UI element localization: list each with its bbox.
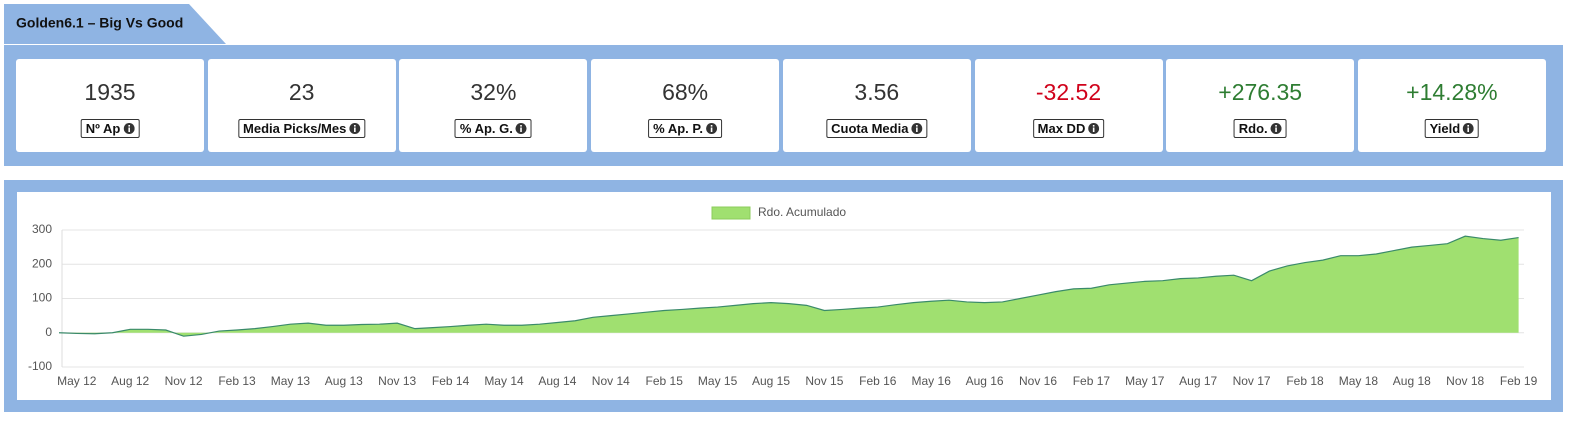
stat-label-text: Cuota Media [831,121,909,136]
stat-value: -32.52 [1035,79,1102,105]
info-icon [911,123,923,134]
x-tick-label: Nov 15 [805,374,843,388]
stat-value: 23 [288,79,315,105]
info-bar [916,127,918,132]
line [58,235,1519,337]
info-bar [520,127,523,132]
stat-card: -32.52 Max DD [974,59,1163,152]
stat-card: 1935 Nº Ap [16,59,204,152]
stat-label-text: Yield [1429,121,1461,136]
stat-value: 32% [470,79,517,105]
x-tick-label: Nov 18 [1446,374,1484,388]
legend-label: Rdo. Acumulado [758,205,846,219]
x-tick-label: Nov 14 [592,374,630,388]
info-dot [1467,125,1470,127]
x-tick-label: May 12 [57,374,97,388]
info-dot [916,125,918,127]
y-tick-label: 200 [32,256,52,270]
stat-label-text: % Ap. P. [653,121,704,136]
x-tick-label: Nov 12 [165,374,203,388]
x-tick-label: May 15 [698,374,738,388]
stat-value: +276.35 [1218,79,1303,105]
info-bar [354,127,356,132]
stat-label-text: Nº Ap [85,121,121,136]
stat-label-text: Max DD [1037,121,1086,136]
info-bar [1467,127,1470,132]
info-icon [1463,123,1475,134]
stat-label: Rdo. [1233,119,1287,138]
x-tick-label: Feb 14 [432,374,470,388]
stat-card: 23 Media Picks/Mes [207,59,396,152]
info-bar [1093,127,1095,132]
x-tick-label: Aug 17 [1179,374,1217,388]
stat-label: Max DD [1032,119,1105,138]
stat-label: % Ap. G. [454,119,532,138]
x-tick-label: Aug 12 [111,374,149,388]
stat-card: +276.35 Rdo. [1166,59,1355,152]
stat-label: Media Picks/Mes [238,119,366,138]
x-tick-label: Aug 16 [966,374,1004,388]
info-icon [1088,123,1100,134]
info-icon [706,123,718,134]
x-tick-label: Feb 15 [646,374,684,388]
x-tick-label: Feb 19 [1500,374,1538,388]
x-tick-label: Aug 14 [538,374,576,388]
y-tick-label: 300 [32,222,52,236]
info-dot [1093,125,1095,127]
stat-card: +14.28% Yield [1357,59,1546,152]
x-tick-label: Feb 17 [1073,374,1111,388]
legend-swatch [711,206,751,220]
info-dot [128,125,130,127]
tab-shape [4,4,226,44]
x-tick-label: Nov 13 [378,374,416,388]
info-icon [349,123,361,134]
x-tick-label: May 13 [271,374,311,388]
stat-label-text: Rdo. [1238,121,1268,136]
info-dot [710,125,713,127]
x-tick-label: Nov 16 [1019,374,1057,388]
x-tick-label: May 16 [912,374,952,388]
stats-panel: 1935 Nº Ap 23 Media Picks/Mes 32% % Ap. G. 68%… [4,45,1563,166]
info-icon [1270,123,1282,134]
x-tick-label: Aug 15 [752,374,790,388]
x-tick-label: Feb 18 [1286,374,1324,388]
info-icon [123,123,135,134]
x-tick-label: Feb 13 [218,374,256,388]
stat-value: 3.56 [854,79,900,105]
info-icon [515,123,527,134]
info-bar [1275,127,1277,132]
stat-value: 68% [662,79,709,105]
stat-label: Yield [1424,119,1480,138]
stat-value: +14.28% [1406,79,1498,105]
stat-label: Cuota Media [826,119,928,138]
x-tick-label: Aug 13 [325,374,363,388]
info-dot [1275,125,1277,127]
y-tick-label: 100 [32,291,52,305]
x-tick-label: Aug 18 [1393,374,1431,388]
stat-label: Nº Ap [80,119,140,138]
x-tick-label: May 18 [1339,374,1379,388]
stat-label: % Ap. P. [648,119,723,138]
stat-card: 68% % Ap. P. [591,59,780,152]
header-tab: Golden6.1 – Big Vs Good [4,4,226,44]
info-dot [520,125,523,127]
x-tick-label: Nov 17 [1233,374,1271,388]
area [59,236,1519,337]
header-title: Golden6.1 – Big Vs Good [16,15,183,31]
stat-card: 3.56 Cuota Media [782,59,971,152]
y-tick-label: 0 [45,325,52,339]
stat-label-text: % Ap. G. [459,121,513,136]
info-dot [354,125,356,127]
stat-card: 32% % Ap. G. [399,59,588,152]
info-bar [710,127,713,132]
x-tick-label: Feb 16 [859,374,897,388]
x-tick-label: May 14 [484,374,524,388]
stat-label-text: Media Picks/Mes [243,121,347,136]
chart: -100 0 100 200 300 May 12 Aug 12 Nov 12 Feb 13 Ma… [28,205,1538,388]
y-tick-label: -100 [28,359,52,373]
x-tick-label: May 17 [1125,374,1165,388]
stat-value: 1935 [84,79,136,105]
info-bar [128,127,130,132]
